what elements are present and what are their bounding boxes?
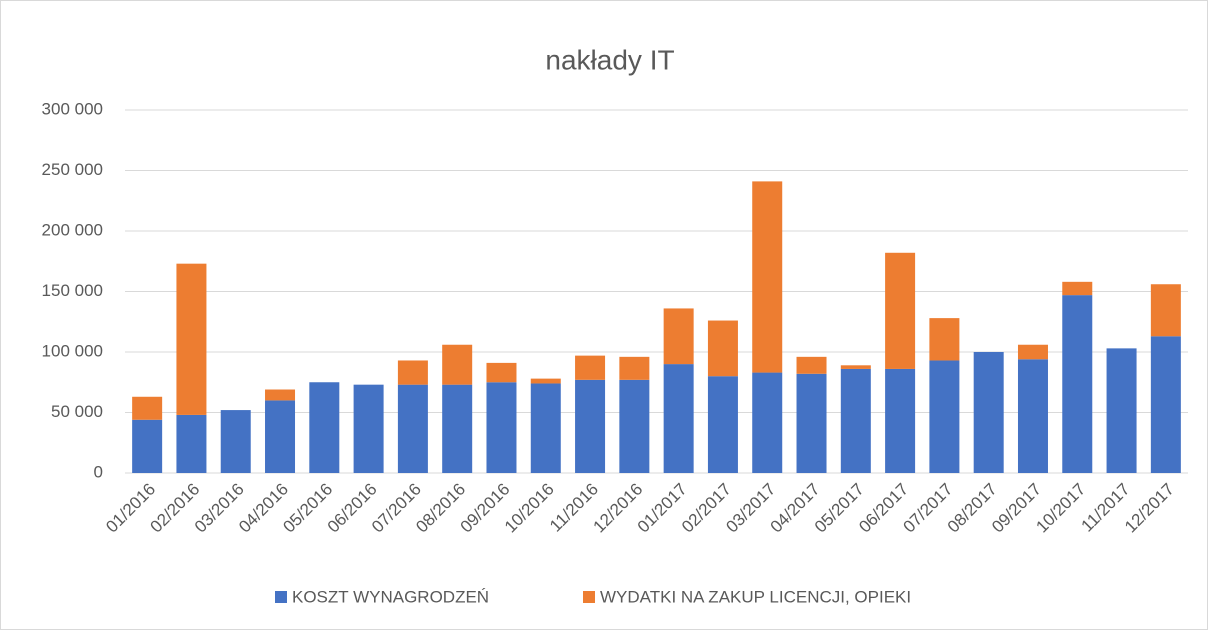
bar-segment [619,379,650,473]
bar-segment [1062,281,1093,296]
legend-swatch [275,591,287,603]
bar-segment [840,368,871,473]
bar-segment [265,400,296,473]
bar-segment [840,365,871,369]
bar-segment [575,355,606,380]
bar-segment [1062,295,1093,473]
bar-segment [929,318,960,361]
chart-title: nakłady IT [545,44,674,75]
bar-segment [707,376,738,473]
bar-segment [973,352,1004,473]
bar-segment [796,356,827,374]
bar-segment [796,373,827,473]
bar-segment [885,252,916,369]
bar-segment [1150,284,1181,337]
y-tick-label: 0 [94,462,103,481]
bar-segment [309,382,340,473]
bar-segment [619,356,650,380]
bar-segment [530,378,561,384]
bar-segment [530,383,561,473]
bar-segment [929,360,960,473]
bar-segment [1017,359,1048,473]
bar-segment [265,389,296,401]
bar-segment [220,410,251,473]
bar-segment [663,364,694,473]
bar-segment [397,384,428,473]
bar-segment [1150,336,1181,473]
bar-segment [663,308,694,365]
legend-label: KOSZT WYNAGRODZEŃ [292,587,489,606]
legend-label: WYDATKI NA ZAKUP LICENCJI, OPIEKI [600,587,911,606]
bar-segment [1017,344,1048,360]
y-tick-label: 200 000 [42,220,103,239]
bar-segment [442,344,473,385]
bar-segment [752,181,783,373]
bar-segment [885,368,916,473]
legend-swatch [583,591,595,603]
y-tick-label: 250 000 [42,160,103,179]
bar-segment [486,382,517,473]
bar-segment [353,384,384,473]
bar-segment [442,384,473,473]
y-tick-label: 300 000 [42,99,103,118]
bar-segment [752,372,783,473]
bar-segment [707,320,738,377]
y-tick-label: 50 000 [51,402,103,421]
bar-segment [1106,348,1137,473]
bar-segment [176,414,207,473]
bar-segment [575,379,606,473]
bar-segment [397,360,428,385]
bar-segment [486,362,517,383]
y-tick-label: 100 000 [42,341,103,360]
bar-segment [132,419,163,473]
bar-segment [176,263,207,415]
bar-segment [132,396,163,420]
y-tick-label: 150 000 [42,281,103,300]
